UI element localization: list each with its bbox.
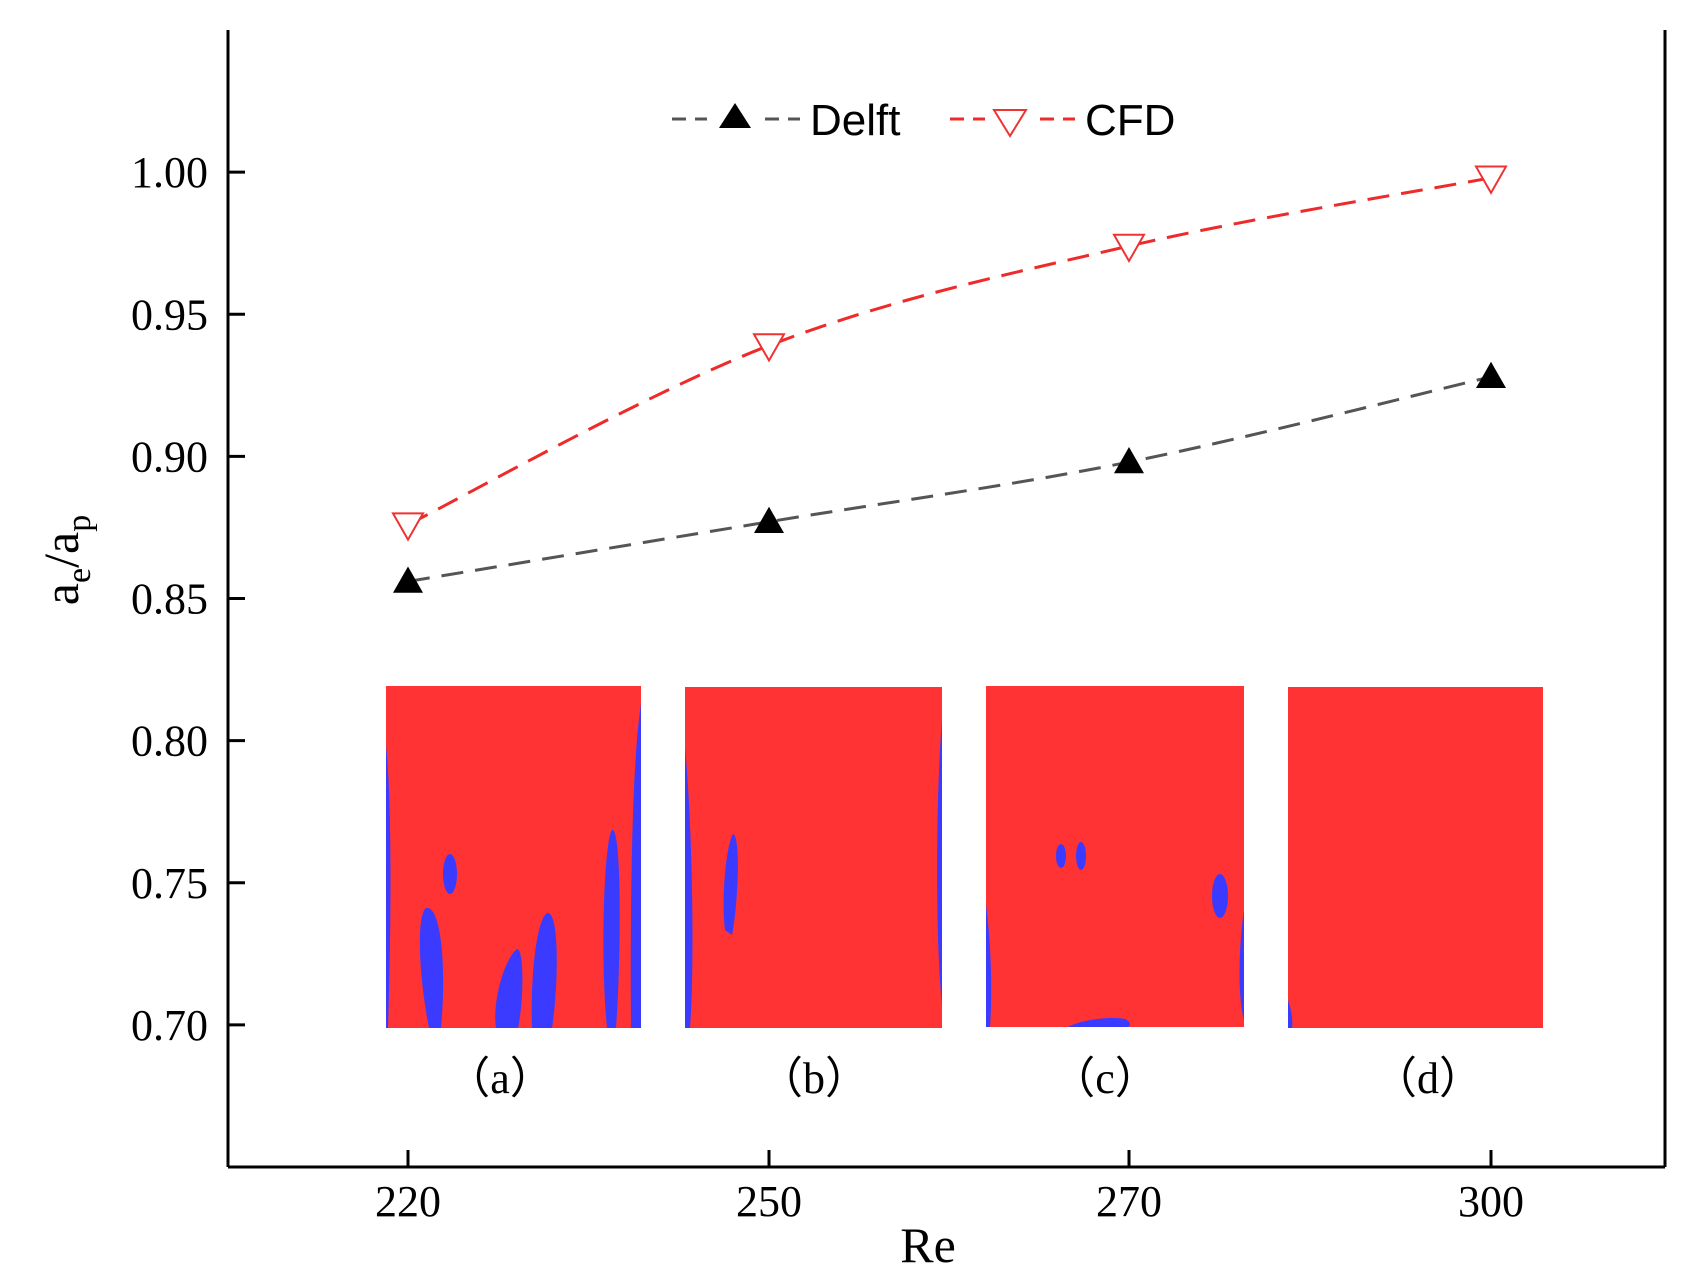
inset-d-background xyxy=(1288,687,1543,1028)
blob xyxy=(495,948,523,1028)
blob xyxy=(419,907,444,1028)
blob xyxy=(1288,1000,1293,1028)
blob xyxy=(1076,842,1086,870)
inset-a-label: （a） xyxy=(446,1054,554,1103)
blob xyxy=(1068,1017,1130,1027)
blob xyxy=(386,746,391,1028)
inset-c-background xyxy=(986,686,1244,1027)
data-point-delft xyxy=(393,566,423,593)
inset-d: （d） xyxy=(1288,687,1543,1103)
inset-c-blobs xyxy=(986,842,1244,1027)
blob xyxy=(723,834,738,935)
series-line-delft xyxy=(407,375,1492,583)
inset-b-blobs xyxy=(685,720,942,1028)
y-axis-title: ae/ap xyxy=(33,515,98,605)
y-tick-label: 0.75 xyxy=(131,859,208,908)
x-tick-label: 270 xyxy=(1096,1177,1162,1226)
blob xyxy=(986,905,992,1027)
inset-a: （a） xyxy=(386,686,641,1103)
y-ticks: 0.70 0.75 0.80 0.85 0.90 0.95 1.00 xyxy=(131,148,245,1050)
legend: Delft CFD xyxy=(672,96,1175,145)
blob xyxy=(685,748,693,1028)
y-tick-label: 0.85 xyxy=(131,575,208,624)
inset-a-blobs xyxy=(386,704,641,1028)
legend-label-delft: Delft xyxy=(810,96,900,145)
data-point-cfd xyxy=(391,512,425,542)
blob xyxy=(443,854,457,894)
data-point-delft xyxy=(1114,447,1144,474)
blob xyxy=(1056,844,1066,868)
inset-b: （b） xyxy=(685,687,942,1103)
series-line-cfd xyxy=(407,176,1492,526)
blob xyxy=(630,704,641,1028)
legend-marker-delft xyxy=(719,103,751,128)
inset-b-background xyxy=(685,687,942,1028)
inset-d-label: （d） xyxy=(1373,1054,1483,1103)
inset-c: （c） xyxy=(986,686,1244,1103)
x-tick-label: 300 xyxy=(1458,1177,1524,1226)
blob xyxy=(1239,910,1244,1020)
blob xyxy=(1212,874,1228,918)
y-tick-label: 1.00 xyxy=(131,148,208,197)
inset-b-label: （b） xyxy=(759,1054,869,1103)
x-tick-label: 220 xyxy=(375,1177,441,1226)
blob xyxy=(531,913,557,1028)
x-tick-label: 250 xyxy=(736,1177,802,1226)
y-tick-label: 0.95 xyxy=(131,290,208,339)
legend-label-cfd: CFD xyxy=(1085,96,1175,145)
y-tick-label: 0.80 xyxy=(131,717,208,766)
x-axis-title: Re xyxy=(900,1217,956,1273)
inset-c-label: （c） xyxy=(1051,1054,1159,1103)
blob xyxy=(603,829,620,1028)
inset-d-blobs xyxy=(1288,1000,1293,1028)
y-tick-label: 0.90 xyxy=(131,432,208,481)
series-layer xyxy=(391,165,1508,593)
x-ticks: 220 250 270 300 xyxy=(375,1150,1524,1226)
data-point-cfd xyxy=(752,333,786,363)
data-point-cfd xyxy=(1112,233,1146,264)
data-point-cfd xyxy=(1474,165,1508,195)
data-point-delft xyxy=(1476,361,1506,389)
y-tick-label: 0.70 xyxy=(131,1001,208,1050)
legend-marker-cfd xyxy=(992,109,1028,138)
data-point-delft xyxy=(754,506,784,534)
blob xyxy=(937,720,942,1005)
